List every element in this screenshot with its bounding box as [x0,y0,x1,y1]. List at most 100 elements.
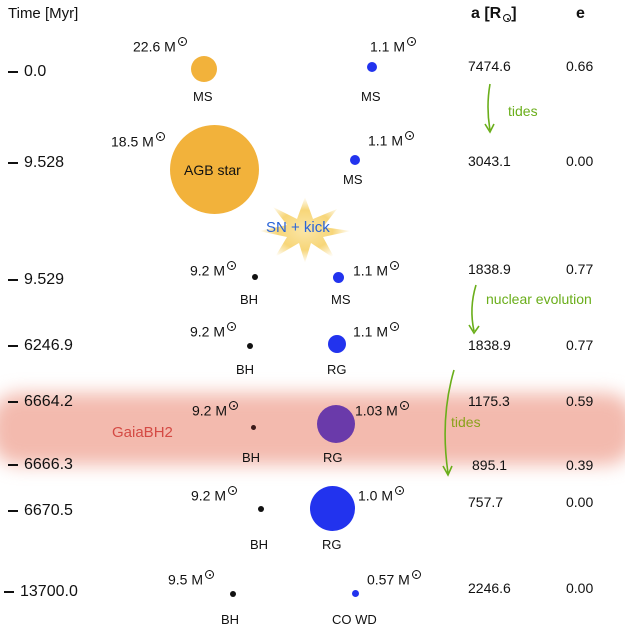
time-tick [8,70,18,73]
eccentricity-value: 0.00 [566,494,594,510]
companion-star-ms [333,272,344,283]
separation-value: 1175.3 [468,393,510,409]
primary-label: BH [221,612,240,627]
time-label: 6666.3 [8,456,73,474]
companion-star-rg [317,405,355,443]
gaiabh2-label: GaiaBH2 [112,424,173,441]
time-tick [8,509,18,512]
time-label: 9.528 [8,154,64,172]
companion-mass: 1.03 M [355,401,409,419]
companion-star-rg [328,335,346,353]
primary-label: AGB star [184,162,241,178]
primary-label: BH [240,292,259,307]
eccentricity-value: 0.00 [566,153,594,169]
time-label: 13700.0 [4,583,78,601]
time-label: 9.529 [8,271,64,289]
separation-value: 895.1 [472,457,508,473]
primary-mass: 9.2 M [190,322,237,340]
nuclear-evolution-annotation: nuclear evolution [486,291,592,307]
separation-value: 1838.9 [468,337,511,353]
sn-kick-label: SN + kick [266,219,330,236]
companion-label: MS [331,292,351,307]
eccentricity-value: 0.77 [566,261,594,277]
companion-mass: 0.57 M [367,570,421,588]
sun-symbol-icon [411,570,421,579]
primary-mass: 9.2 M [192,401,239,419]
time-tick [8,463,18,466]
eccentricity-value: 0.66 [566,58,594,74]
companion-label: RG [327,362,347,377]
tides-annotation-2: tides [451,414,481,430]
companion-star-rg [310,486,355,531]
time-tick [8,161,18,164]
eccentricity-value: 0.00 [566,580,594,596]
primary-black-hole [247,343,253,349]
primary-mass: 9.2 M [190,261,237,279]
sun-symbol-icon [228,486,238,495]
primary-black-hole [251,425,256,430]
primary-mass: 9.5 M [168,570,215,588]
separation-value: 7474.6 [468,58,511,74]
sun-symbol-icon [227,322,237,331]
separation-value: 3043.1 [468,153,511,169]
time-tick [4,590,14,593]
sun-symbol-icon [399,401,409,410]
sun-symbol-icon [407,37,417,46]
companion-star-ms [350,155,360,165]
primary-black-hole [230,591,236,597]
time-label: 6664.2 [8,393,73,411]
companion-label: MS [361,89,381,104]
separation-value: 757.7 [468,494,504,510]
sun-symbol-icon [405,131,415,140]
eccentricity-header: e [576,5,585,22]
sun-symbol-icon [205,570,215,579]
sun-symbol-icon [155,132,165,141]
time-tick [8,278,18,281]
primary-mass: 18.5 M [111,132,165,150]
sun-symbol-icon [390,322,400,331]
time-label: 0.0 [8,63,46,81]
time-label: 6670.5 [8,502,73,520]
sun-symbol-icon [229,401,239,410]
companion-mass: 1.1 M [353,261,400,279]
eccentricity-value: 0.39 [566,457,594,473]
companion-white-dwarf [352,590,359,597]
time-tick [8,344,18,347]
sun-symbol-icon [390,261,400,270]
sun-symbol-icon [503,14,512,23]
companion-label: RG [322,537,342,552]
time-axis-label: Time [Myr] [8,5,79,22]
tides-arrow-1 [484,83,495,134]
primary-label: MS [193,89,213,104]
primary-star-ms [191,56,217,82]
nuclear-evolution-arrow [468,284,480,335]
primary-black-hole [258,506,264,512]
separation-value: 2246.6 [468,580,511,596]
primary-label: BH [236,362,255,377]
gaiabh2-highlight-band [0,393,625,465]
companion-label: RG [323,450,343,465]
companion-mass: 1.1 M [353,322,400,340]
supernova-burst-icon [259,197,351,263]
primary-label: BH [250,537,269,552]
primary-mass: 22.6 M [133,37,187,55]
tides-arrow-2 [442,369,455,477]
primary-star-agb [170,125,259,214]
eccentricity-value: 0.59 [566,393,594,409]
separation-header: a [R] [471,5,517,23]
tides-annotation-1: tides [508,103,538,119]
time-tick [8,400,18,403]
primary-black-hole [252,274,258,280]
companion-star-ms [367,62,377,72]
companion-mass: 1.1 M [370,37,417,55]
companion-mass: 1.0 M [358,486,405,504]
sun-symbol-icon [177,37,187,46]
primary-label: BH [242,450,261,465]
time-label: 6246.9 [8,337,73,355]
primary-mass: 9.2 M [191,486,238,504]
companion-label: CO WD [332,612,377,627]
eccentricity-value: 0.77 [566,337,594,353]
companion-mass: 1.1 M [368,131,415,149]
sun-symbol-icon [227,261,237,270]
companion-label: MS [343,172,363,187]
